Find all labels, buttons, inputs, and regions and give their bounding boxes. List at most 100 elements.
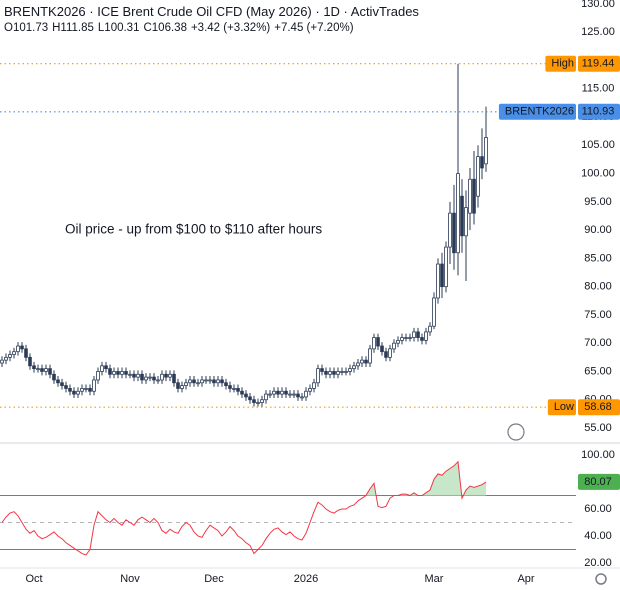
candle-body xyxy=(440,263,444,288)
candle-body xyxy=(256,402,260,404)
candle-body xyxy=(132,373,136,378)
candle-body xyxy=(384,351,388,358)
candle-body xyxy=(28,356,32,367)
candle-body xyxy=(108,368,112,375)
candle-body xyxy=(484,137,488,165)
y-tick-label: 100.00 xyxy=(581,168,615,180)
y-tick-label: 85.00 xyxy=(584,252,612,264)
x-tick-label: Dec xyxy=(204,573,224,585)
candle-body xyxy=(92,379,96,392)
candle-body xyxy=(148,376,152,379)
x-tick-label: Oct xyxy=(25,573,42,585)
replay-icon[interactable] xyxy=(507,423,525,441)
y-tick-label: 80.00 xyxy=(584,281,612,293)
candle-body xyxy=(332,371,336,375)
rsi-value-label: 80.07 xyxy=(584,476,612,488)
candle-body xyxy=(56,379,60,384)
x-tick-label: 2026 xyxy=(294,573,318,585)
candle-body xyxy=(144,376,148,381)
settings-icon[interactable] xyxy=(595,573,607,585)
candle-body xyxy=(312,382,316,389)
candle-body xyxy=(428,325,432,333)
candle-body xyxy=(284,390,288,395)
candle-body xyxy=(140,373,144,381)
candle-body xyxy=(316,368,320,384)
candle-body xyxy=(320,368,324,372)
y-tick-label: 20.00 xyxy=(584,557,612,569)
price-line-label: Low xyxy=(554,401,574,413)
candle-body xyxy=(436,263,440,299)
chart-title: BRENTK2026 · ICE Brent Crude Oil CFD (Ma… xyxy=(4,4,419,19)
x-tick-label: Nov xyxy=(120,573,140,585)
candle-body xyxy=(116,371,120,375)
candle-body xyxy=(16,345,20,353)
candle-body xyxy=(376,337,380,347)
candle-body xyxy=(480,156,484,169)
candle-body xyxy=(372,337,376,350)
price-value-label: 110.93 xyxy=(582,106,615,118)
candle-body xyxy=(84,388,88,390)
candle-body xyxy=(328,371,332,375)
candle-body xyxy=(412,331,416,338)
candle-body xyxy=(380,345,384,353)
candle-body xyxy=(76,390,80,395)
candle-body xyxy=(272,390,276,395)
candle-body xyxy=(240,390,244,395)
candle-body xyxy=(168,373,172,378)
y-tick-label: 100.00 xyxy=(581,449,615,461)
price-line-label-box xyxy=(545,55,576,72)
candle-body xyxy=(288,393,292,396)
candle-body xyxy=(356,362,360,367)
candle-body xyxy=(228,385,232,389)
candle-body xyxy=(32,365,36,370)
candle-body xyxy=(404,337,408,339)
candle-body xyxy=(8,354,12,358)
candle-body xyxy=(280,390,284,395)
y-tick-label: 105.00 xyxy=(581,139,615,151)
y-tick-label: 60.00 xyxy=(584,503,612,515)
candle-body xyxy=(304,390,308,398)
candle-body xyxy=(164,373,168,378)
candle-body xyxy=(260,399,264,403)
y-tick-label: 90.00 xyxy=(584,224,612,236)
candle-body xyxy=(100,365,104,372)
candle-body xyxy=(344,371,348,373)
candle-body xyxy=(72,390,76,395)
candle-body xyxy=(40,368,44,372)
candle-body xyxy=(180,385,184,389)
candle-body xyxy=(268,393,272,396)
price-value-box xyxy=(578,55,620,72)
candle-body xyxy=(232,388,236,390)
candle-body xyxy=(200,379,204,384)
candle-body xyxy=(0,359,4,364)
rsi-line xyxy=(1,460,487,556)
candle-body xyxy=(124,371,128,375)
price-line-label-box xyxy=(547,399,576,416)
candle-body xyxy=(212,379,216,384)
candle-body xyxy=(468,178,472,214)
y-tick-label: 70.00 xyxy=(584,337,612,349)
candle-body xyxy=(36,368,40,371)
candle-body xyxy=(464,207,468,237)
y-tick-label: 95.00 xyxy=(584,196,612,208)
candle-body xyxy=(236,388,240,392)
price-line-label: BRENTK2026 xyxy=(505,106,574,118)
rsi-value-box xyxy=(578,473,620,490)
candle-body xyxy=(224,382,228,387)
overbought-fill xyxy=(2,461,486,496)
candle-body xyxy=(196,382,200,385)
candle-body xyxy=(292,393,296,396)
candle-body xyxy=(296,393,300,398)
candle-body xyxy=(64,385,68,389)
candle-body xyxy=(88,388,92,392)
candle-body xyxy=(460,195,464,237)
y-tick-label: 125.00 xyxy=(581,26,615,38)
candle-body xyxy=(360,359,364,364)
candle-body xyxy=(52,373,56,381)
candle-body xyxy=(176,382,180,389)
candle-body xyxy=(340,371,344,373)
x-tick-label: Apr xyxy=(517,573,534,585)
candle-body xyxy=(112,371,116,375)
candle-body xyxy=(216,379,220,384)
